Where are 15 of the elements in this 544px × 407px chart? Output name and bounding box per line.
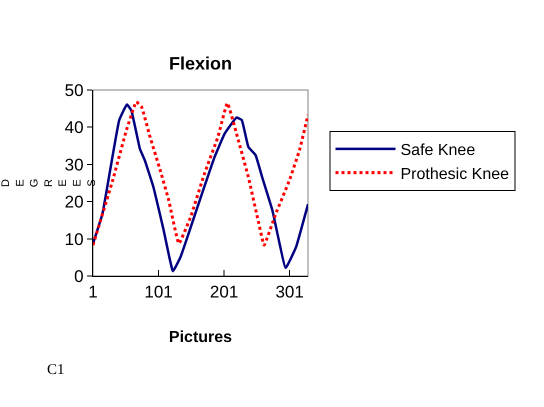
y-tick-label: 30 bbox=[64, 155, 84, 174]
x-tick-label: 201 bbox=[210, 282, 238, 302]
legend-label: Safe Knee bbox=[400, 142, 476, 160]
legend-label: Prothesic Knee bbox=[400, 166, 510, 183]
x-tick-label: 101 bbox=[144, 282, 173, 302]
y-tick-label: 20 bbox=[64, 192, 84, 212]
x-tick-label: 1 bbox=[88, 282, 98, 302]
chart-title: Flexion bbox=[168, 53, 232, 74]
y-tick-label: 0 bbox=[74, 266, 84, 286]
x-axis-title: Pictures bbox=[168, 329, 232, 346]
y-tick-label: 40 bbox=[64, 118, 84, 138]
y-tick-label: 10 bbox=[64, 230, 84, 249]
x-tick-label: 301 bbox=[275, 282, 304, 302]
text: C1 bbox=[47, 362, 65, 378]
y-tick-label: 50 bbox=[64, 80, 84, 100]
